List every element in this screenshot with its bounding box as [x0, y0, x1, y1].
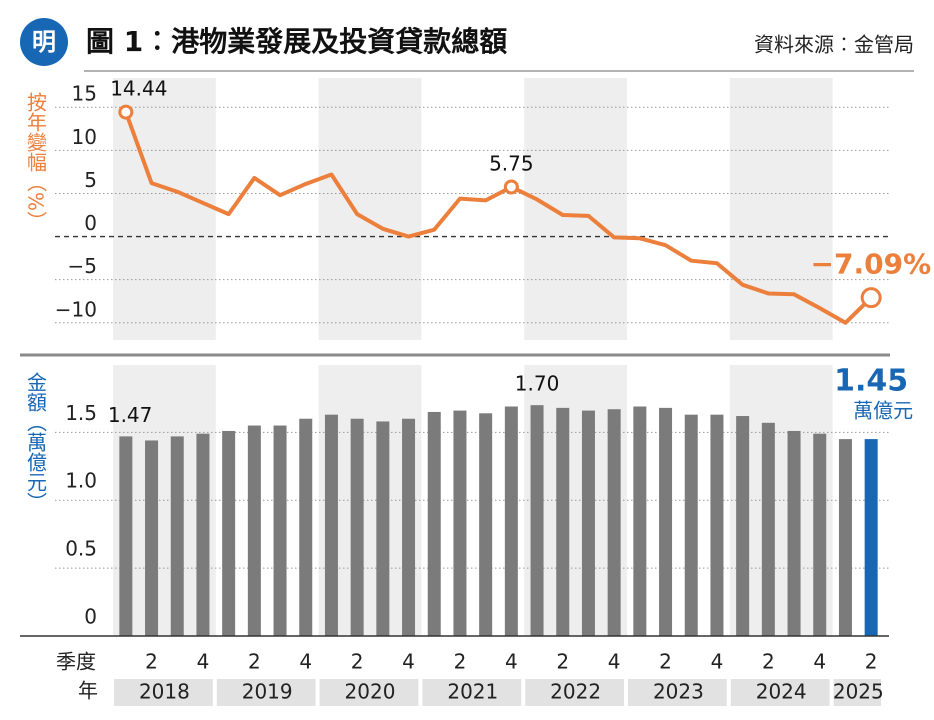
- bar: [864, 439, 878, 636]
- bar: [684, 414, 698, 636]
- x-tick-label: 2: [762, 650, 775, 674]
- x-tick-label: 2: [145, 650, 158, 674]
- bar: [119, 436, 133, 636]
- point-marker: [860, 287, 882, 309]
- x-tick-label: 4: [813, 650, 826, 674]
- x-tick-label: 4: [711, 650, 724, 674]
- bar: [247, 425, 261, 636]
- year-axis-title: 年: [78, 679, 98, 703]
- year-label: 2020: [345, 680, 396, 704]
- year-box: [216, 679, 316, 706]
- bar: [145, 440, 159, 636]
- bar: [504, 406, 518, 636]
- year-box: [833, 679, 881, 706]
- bar: [453, 410, 467, 636]
- y-tick-label: 1.5: [65, 401, 97, 425]
- y-tick-label: −5: [68, 254, 97, 278]
- year-label: 2025: [833, 680, 884, 704]
- x-tick-label: 4: [299, 650, 312, 674]
- line: [123, 111, 873, 325]
- bar: [838, 439, 852, 636]
- bar: [196, 433, 210, 636]
- x-tick-label: 4: [402, 650, 415, 674]
- year-box: [525, 679, 624, 706]
- x-tick-label: 2: [351, 650, 364, 674]
- bar: [787, 430, 801, 636]
- x-tick-label: 2: [659, 650, 672, 674]
- year-box: [114, 679, 213, 706]
- bar: [761, 422, 775, 636]
- chart-title: 圖 1︰港物業發展及投資貸款總額: [86, 25, 507, 58]
- year-label: 2022: [550, 680, 601, 704]
- bar: [402, 418, 416, 636]
- logo: 明: [32, 28, 56, 56]
- year-label: 2021: [447, 680, 498, 704]
- year-box: [628, 679, 727, 706]
- y-tick-label: 1.0: [65, 469, 97, 493]
- bar: [222, 430, 236, 636]
- bar: [813, 433, 827, 636]
- bar: [324, 414, 338, 636]
- bar: [376, 421, 390, 636]
- year-label: 2024: [756, 680, 807, 704]
- bar: [350, 418, 364, 636]
- bar: [607, 409, 621, 636]
- year-shade: [318, 78, 422, 340]
- year-shade: [729, 78, 833, 340]
- value-label: 5.75: [489, 151, 534, 175]
- bar: [299, 418, 313, 636]
- value-label: 1.47: [108, 403, 153, 427]
- year-label: 2023: [653, 680, 704, 704]
- value-label: −7.09%: [811, 248, 932, 281]
- year-shade: [524, 78, 627, 340]
- x-tick-label: 2: [454, 650, 467, 674]
- y-axis-title: 金額（萬億元）: [24, 372, 48, 512]
- bar: [581, 410, 595, 636]
- y-tick-label: 5: [84, 168, 97, 192]
- y-tick-label: −10: [55, 297, 97, 321]
- unit-label: 萬億元: [853, 399, 913, 423]
- bar: [479, 413, 493, 636]
- x-tick-label: 2: [248, 650, 261, 674]
- x-tick-label: 4: [197, 650, 210, 674]
- bar: [659, 407, 673, 636]
- bar: [633, 406, 647, 636]
- year-label: 2018: [139, 680, 190, 704]
- y-tick-label: 0: [84, 211, 97, 235]
- value-label: 14.44: [110, 77, 167, 101]
- year-box: [730, 679, 830, 706]
- x-tick-label: 2: [556, 650, 569, 674]
- logo-badge: [20, 18, 68, 66]
- bar: [427, 411, 441, 636]
- y-tick-label: 15: [72, 82, 97, 106]
- bar: [530, 405, 544, 636]
- bar: [170, 436, 184, 636]
- bar: [273, 425, 287, 636]
- x-tick-label: 2: [865, 650, 878, 674]
- value-label: 1.70: [515, 372, 560, 396]
- y-tick-label: 0: [84, 605, 97, 629]
- y-tick-label: 10: [72, 125, 97, 149]
- point-marker: [503, 179, 519, 195]
- bar: [736, 416, 750, 636]
- x-axis-title: 季度: [56, 650, 96, 674]
- value-label: 1.45: [834, 364, 908, 399]
- source: 資料來源︰金管局: [754, 33, 914, 57]
- point-marker: [118, 104, 134, 120]
- bar: [710, 414, 724, 636]
- x-tick-label: 4: [505, 650, 518, 674]
- year-box: [422, 679, 522, 706]
- year-box: [319, 679, 419, 706]
- bar: [556, 407, 570, 636]
- y-axis-title: 按年變幅（%）: [24, 92, 48, 231]
- x-tick-label: 4: [608, 650, 621, 674]
- year-label: 2019: [242, 680, 293, 704]
- y-tick-label: 0.5: [65, 537, 97, 561]
